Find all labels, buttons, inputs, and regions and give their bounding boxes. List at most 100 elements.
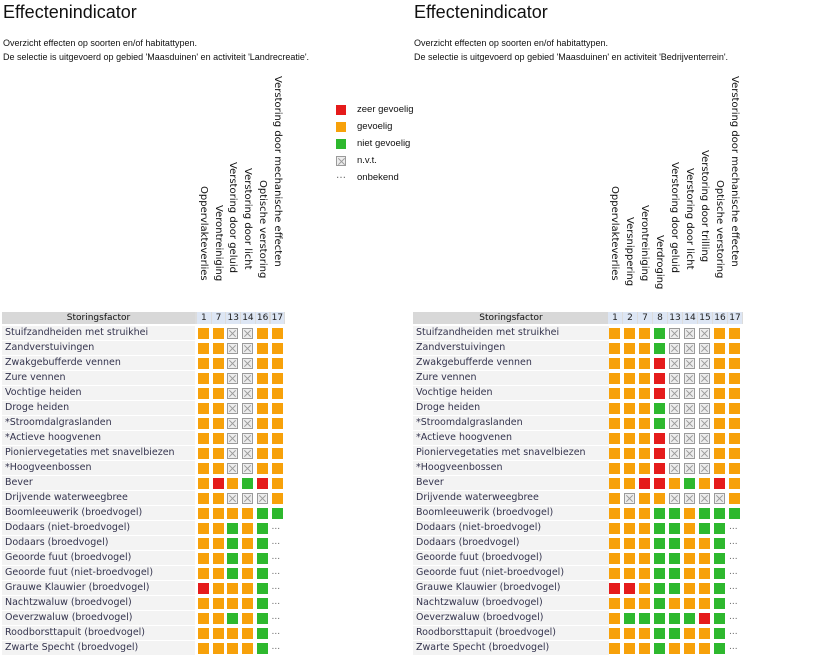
effect-cell <box>256 568 268 579</box>
effect-cell <box>684 433 695 444</box>
effect-cell <box>242 508 254 519</box>
column-header-4: Verstoring door licht <box>242 167 254 270</box>
effect-cell <box>669 493 680 504</box>
table-row: Zandverstuivingen <box>2 341 285 356</box>
column-header-9: Verstoring door mechanische effecten <box>729 76 740 268</box>
effect-cell <box>714 358 725 369</box>
unknown-icon: … <box>336 170 346 181</box>
row-label: Stuifzandheiden met struikhei <box>2 326 195 340</box>
effect-cell <box>714 403 725 414</box>
effect-cell: ... <box>271 582 281 592</box>
effect-cell <box>684 628 695 639</box>
row-label: Nachtzwaluw (broedvogel) <box>2 596 195 610</box>
effect-cell <box>198 538 209 549</box>
row-label: Bever <box>2 476 195 490</box>
effect-cell <box>256 583 268 594</box>
table-row: Zandverstuivingen <box>413 341 743 356</box>
description-line-1: Overzicht effecten op soorten en/of habi… <box>3 38 197 48</box>
effect-cell <box>212 508 224 519</box>
row-label: Zwakgebufferde vennen <box>2 356 195 370</box>
effect-cell <box>639 643 650 654</box>
effect-cell <box>198 433 209 444</box>
effect-cell: ... <box>729 582 738 592</box>
effect-cell <box>699 538 710 549</box>
effect-cell <box>212 403 224 414</box>
table-row: Vochtige heiden <box>413 386 743 401</box>
effect-cell <box>227 568 239 579</box>
column-number-17: 17 <box>728 312 742 324</box>
effect-cell <box>212 553 224 564</box>
effect-cell <box>654 598 665 609</box>
table-row: Roodborsttapuit (broedvogel)... <box>2 626 285 641</box>
effect-cell <box>271 448 283 459</box>
row-label: Dodaars (broedvogel) <box>413 536 609 550</box>
effect-cell <box>699 583 710 594</box>
effect-cell <box>242 643 254 654</box>
column-number-7: 7 <box>638 312 652 324</box>
effect-cell <box>669 553 680 564</box>
effect-cell <box>684 373 695 384</box>
effect-cell <box>609 358 620 369</box>
column-header-4: Verdroging <box>654 235 665 290</box>
row-label: Geoorde fuut (broedvogel) <box>2 551 195 565</box>
effect-cell <box>227 343 239 354</box>
effect-cell <box>609 388 620 399</box>
table-row: Stuifzandheiden met struikhei <box>413 326 743 341</box>
effect-cell <box>271 373 283 384</box>
effect-cell <box>639 538 650 549</box>
effect-cell <box>654 628 665 639</box>
table-row: Geoorde fuut (niet-broedvogel)... <box>413 566 743 581</box>
table-row: Zwarte Specht (broedvogel)... <box>413 641 743 656</box>
effect-cell <box>639 388 650 399</box>
table-row: *Hoogveenbossen <box>2 461 285 476</box>
table-row: Oeverzwaluw (broedvogel)... <box>413 611 743 626</box>
effect-cell <box>242 448 254 459</box>
row-label: Vochtige heiden <box>2 386 195 400</box>
table-row: Geoorde fuut (broedvogel)... <box>2 551 285 566</box>
effect-cell <box>198 418 209 429</box>
effect-cell <box>227 478 239 489</box>
effect-cell <box>609 478 620 489</box>
effect-cell <box>699 643 710 654</box>
table-row: Nachtzwaluw (broedvogel)... <box>413 596 743 611</box>
effect-cell <box>639 568 650 579</box>
table-header-row: Storingsfactor 1 7 13 14 16 17 <box>2 312 286 324</box>
effect-cell <box>699 628 710 639</box>
effect-cell <box>227 553 239 564</box>
effect-cell <box>227 493 239 504</box>
table-row: Bever <box>413 476 743 491</box>
row-label: Nachtzwaluw (broedvogel) <box>413 596 609 610</box>
column-number-14: 14 <box>241 312 255 324</box>
effect-cell <box>256 508 268 519</box>
effect-cell: ... <box>729 627 738 637</box>
effect-cell: ... <box>271 642 281 652</box>
row-label: Roodborsttapuit (broedvogel) <box>413 626 609 640</box>
effect-cell: ... <box>271 597 281 607</box>
table-row: Dodaars (broedvogel)... <box>2 536 285 551</box>
effect-cell <box>684 568 695 579</box>
effect-cell <box>198 343 209 354</box>
effect-cell: ... <box>271 627 281 637</box>
column-number-14: 14 <box>683 312 697 324</box>
effect-cell <box>256 433 268 444</box>
panel-bedrijventerrein: Effectenindicator Overzicht effecten op … <box>411 0 815 663</box>
effect-cell <box>639 583 650 594</box>
effect-cell <box>714 328 725 339</box>
table-row: Nachtzwaluw (broedvogel)... <box>2 596 285 611</box>
effect-cell <box>699 343 710 354</box>
row-label: *Actieve hoogvenen <box>2 431 195 445</box>
effect-cell <box>669 508 680 519</box>
effect-cell <box>198 328 209 339</box>
column-number-17: 17 <box>270 312 285 324</box>
effect-cell <box>212 598 224 609</box>
effect-cell <box>242 583 254 594</box>
effect-cell <box>654 478 665 489</box>
effect-cell <box>198 373 209 384</box>
row-label: Zandverstuivingen <box>413 341 609 355</box>
effect-cell <box>212 448 224 459</box>
effect-cell <box>684 643 695 654</box>
effect-cell <box>271 343 283 354</box>
table-row: Drijvende waterweegbree <box>2 491 285 506</box>
effect-cell <box>714 433 725 444</box>
table-row: *Actieve hoogvenen <box>2 431 285 446</box>
